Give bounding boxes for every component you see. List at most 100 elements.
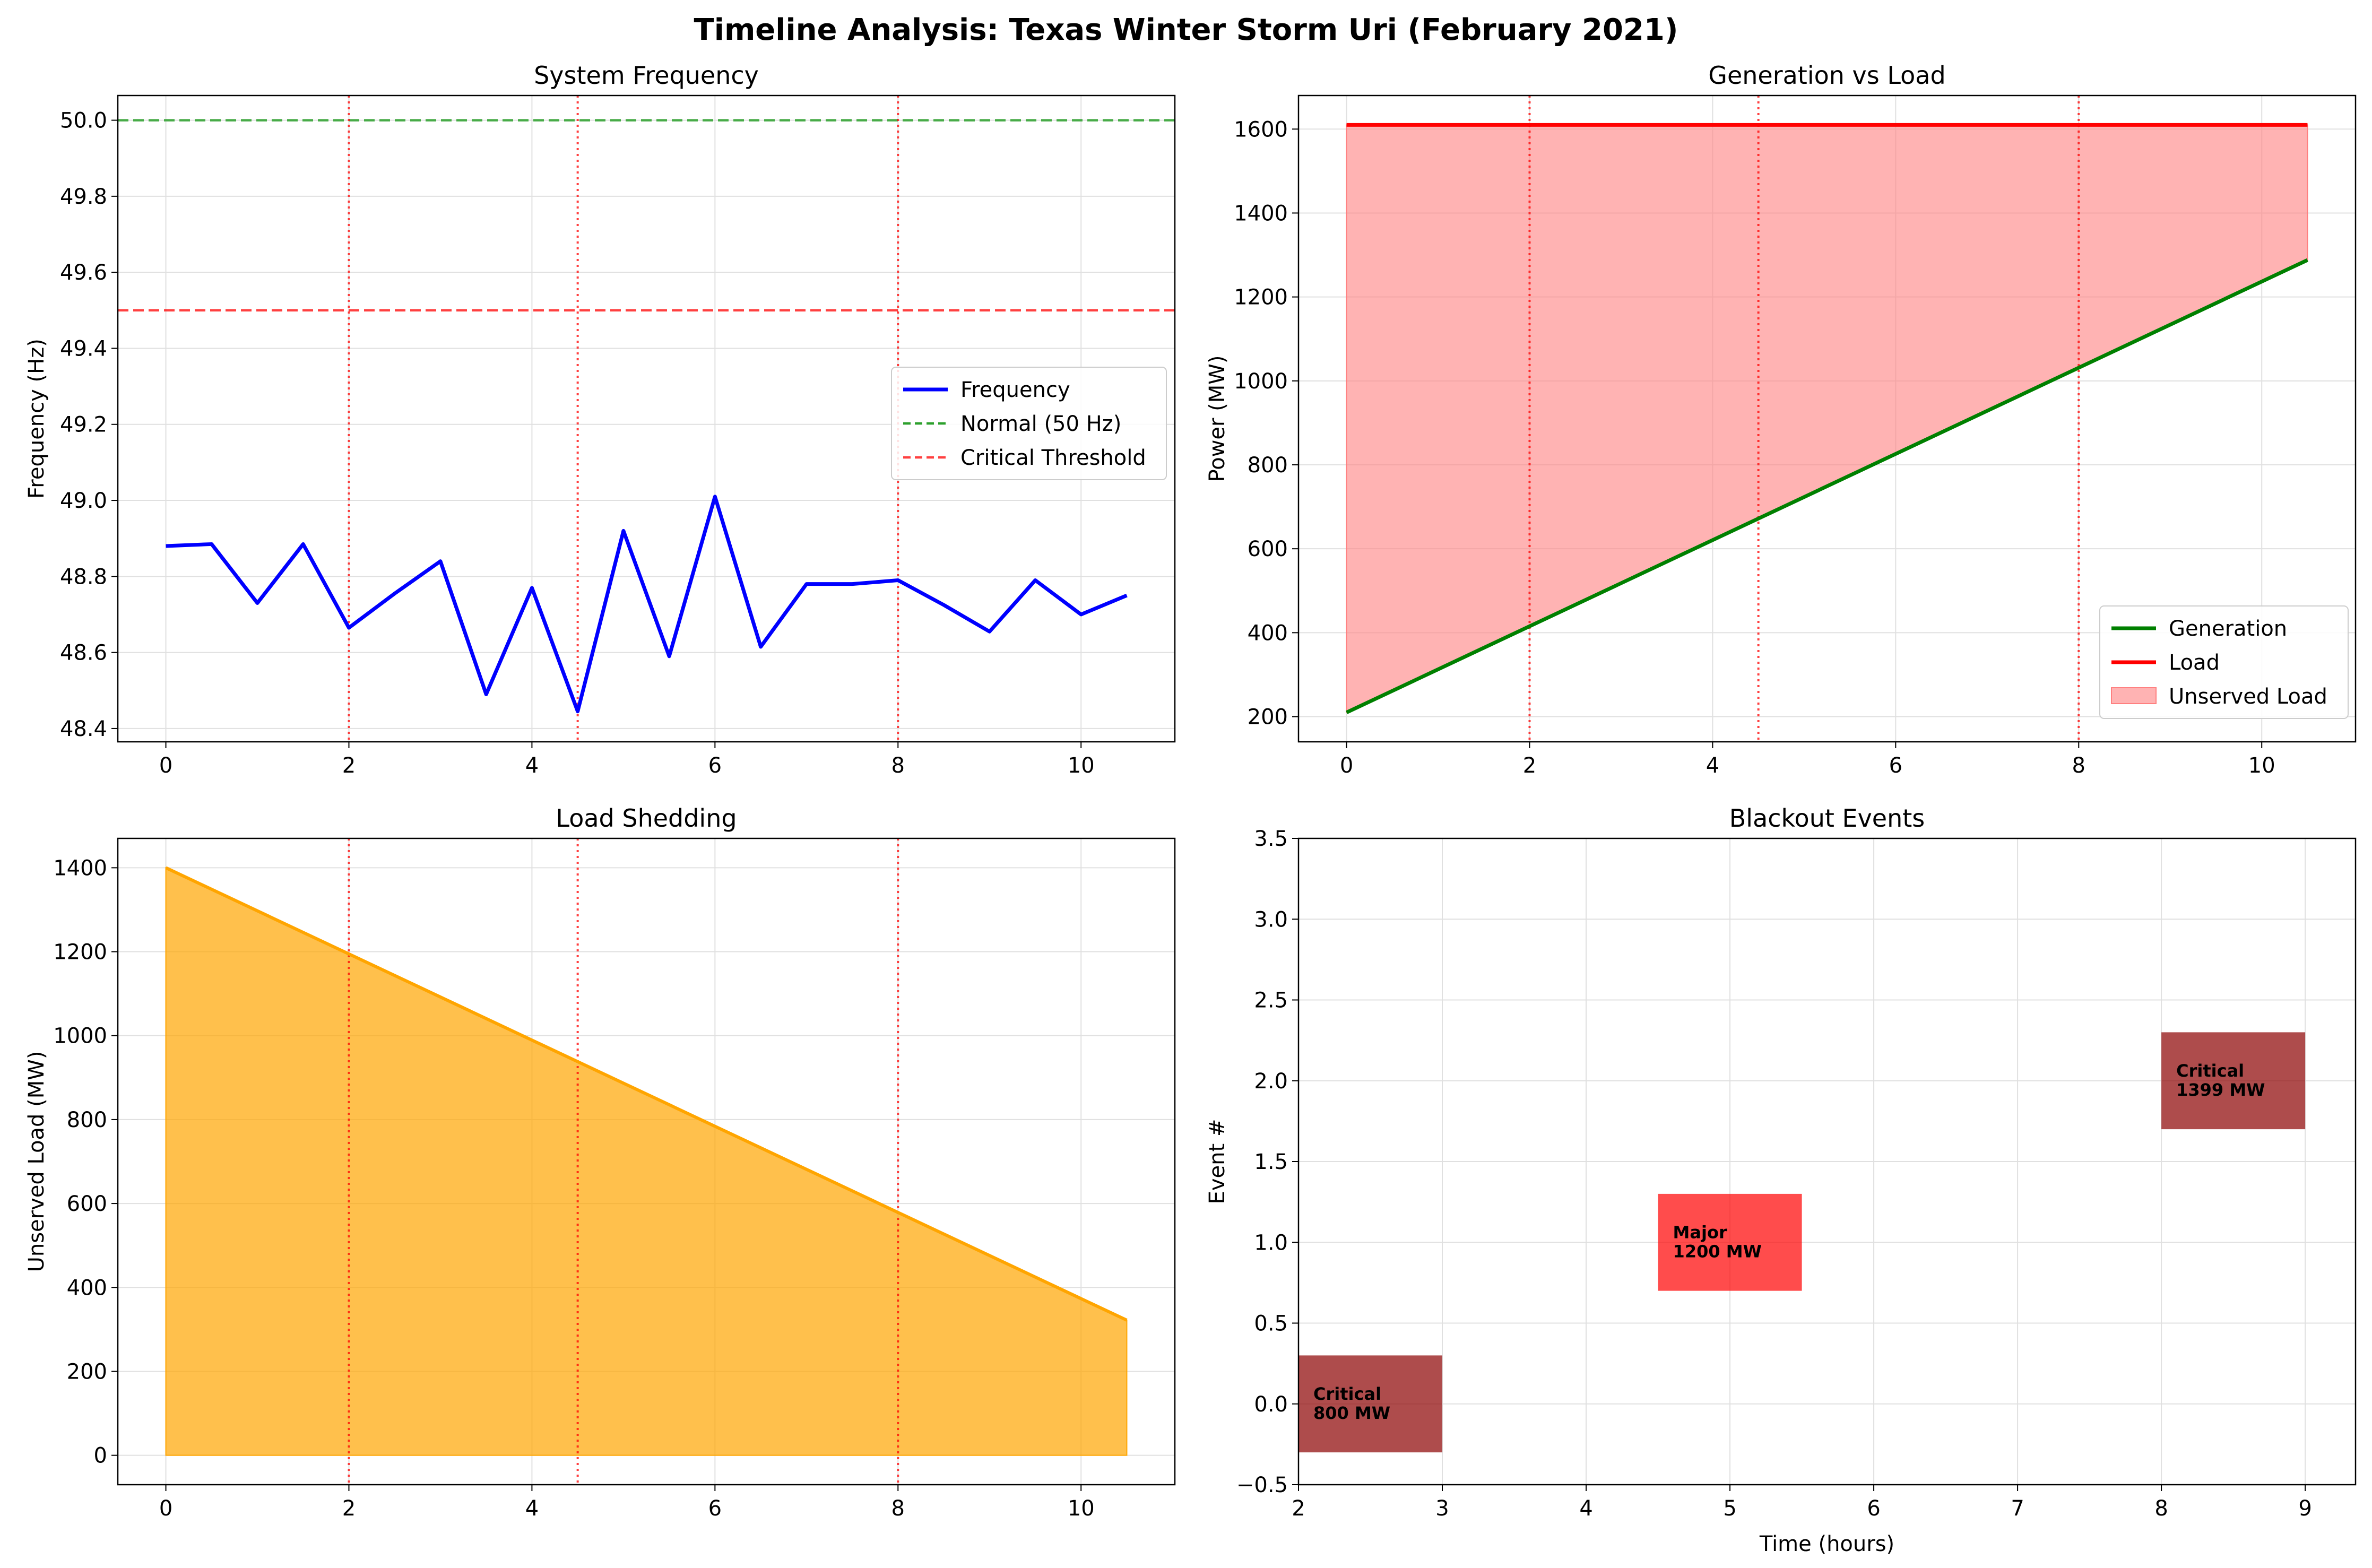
x-tick-label: 0 <box>159 753 172 778</box>
y-tick-label: 200 <box>1248 705 1288 730</box>
x-tick-label: 3 <box>1435 1496 1449 1521</box>
x-axis-label: Time (hours) <box>1759 1532 1894 1556</box>
x-tick-label: 4 <box>1579 1496 1592 1521</box>
y-tick-label: 1000 <box>53 1024 107 1049</box>
y-tick-label: 49.2 <box>60 413 107 437</box>
panel-title: Load Shedding <box>556 804 737 833</box>
legend-label: Load <box>2169 651 2220 675</box>
generation-series-line <box>1346 258 2308 714</box>
y-tick-label: 48.6 <box>60 641 107 665</box>
x-tick-label: 7 <box>2011 1496 2024 1521</box>
y-tick-label: 800 <box>1248 453 1288 478</box>
y-tick-label: 48.8 <box>60 565 107 589</box>
event-load-label: 800 MW <box>1313 1403 1390 1423</box>
x-tick-label: 2 <box>342 753 356 778</box>
y-axis-label: Unserved Load (MW) <box>24 1051 49 1272</box>
unserved-load-line <box>165 866 1128 1322</box>
y-tick-label: 400 <box>1248 621 1288 645</box>
y-tick-label: 0 <box>94 1444 107 1468</box>
x-tick-label: 2 <box>1523 753 1536 778</box>
x-tick-label: 6 <box>708 1496 722 1521</box>
panel-blackout-events: Blackout Events Time (hours) Event # 2 3 4 5 6 7… <box>1205 804 2357 1556</box>
panel-load-shedding: Load Shedding Unserved Load (MW) 0 2 4 6 8 10 0 2… <box>24 804 1176 1521</box>
x-tick-label: 0 <box>159 1496 172 1521</box>
x-tick-label: 9 <box>2298 1496 2312 1521</box>
y-tick-label: 0.5 <box>1254 1312 1288 1336</box>
y-tick-label: 48.4 <box>60 717 107 741</box>
legend-swatch <box>2111 687 2157 704</box>
y-tick-label: 400 <box>67 1276 107 1300</box>
legend-label: Unserved Load <box>2169 685 2327 709</box>
event-bar <box>1298 1355 1443 1453</box>
y-tick-label: 49.4 <box>60 336 107 361</box>
y-tick-label: 600 <box>1248 537 1288 561</box>
event-severity-label: Critical <box>2176 1061 2244 1081</box>
x-tick-label: 0 <box>1340 753 1353 778</box>
figure-title: Timeline Analysis: Texas Winter Storm Ur… <box>694 13 1678 47</box>
y-tick-label: 50.0 <box>60 109 107 133</box>
y-tick-label: 3.5 <box>1254 827 1288 851</box>
y-tick-label: 49.8 <box>60 185 107 209</box>
event-bar <box>1658 1193 1802 1291</box>
y-tick-label: 1400 <box>1234 201 1288 226</box>
y-tick-label: −0.5 <box>1236 1473 1288 1497</box>
y-tick-label: 2.5 <box>1254 989 1288 1013</box>
legend-box <box>2099 605 2349 719</box>
panel-title: Generation vs Load <box>1708 61 1945 90</box>
x-tick-label: 4 <box>525 753 539 778</box>
panel-title: Blackout Events <box>1729 804 1925 833</box>
y-axis-label: Power (MW) <box>1205 356 1230 482</box>
legend-label: Critical Threshold <box>960 446 1146 470</box>
x-tick-label: 10 <box>1068 1496 1095 1521</box>
x-tick-label: 4 <box>525 1496 539 1521</box>
y-tick-label: 600 <box>67 1192 107 1216</box>
x-tick-label: 8 <box>2072 753 2085 778</box>
y-tick-label: 200 <box>67 1359 107 1384</box>
y-tick-label: 1200 <box>53 940 107 965</box>
axes-frame <box>1297 837 2357 1486</box>
event-severity-label: Critical <box>1313 1384 1381 1404</box>
panel-title: System Frequency <box>534 61 759 90</box>
y-tick-label: 2.0 <box>1254 1069 1288 1094</box>
x-tick-label: 6 <box>1889 753 1902 778</box>
event-load-label: 1399 MW <box>2176 1080 2265 1100</box>
legend-label: Normal (50 Hz) <box>960 412 1121 436</box>
y-tick-label: 0.0 <box>1254 1392 1288 1417</box>
y-tick-label: 1600 <box>1234 117 1288 142</box>
axes-frame <box>117 837 1176 1486</box>
panel-system-frequency: System Frequency Frequency (Hz) 0 2 4 6 8 10 48.… <box>24 61 1176 778</box>
y-tick-label: 49.0 <box>60 489 107 513</box>
x-tick-label: 8 <box>891 1496 905 1521</box>
x-tick-label: 10 <box>2248 753 2275 778</box>
axes-frame <box>1297 94 2357 743</box>
x-tick-label: 6 <box>708 753 722 778</box>
y-tick-label: 1.0 <box>1254 1231 1288 1255</box>
x-tick-label: 4 <box>1706 753 1719 778</box>
y-tick-label: 800 <box>67 1108 107 1132</box>
y-tick-label: 3.0 <box>1254 907 1288 932</box>
frequency-series-line <box>166 495 1128 714</box>
x-tick-label: 6 <box>1867 1496 1880 1521</box>
event-bar <box>2161 1032 2306 1130</box>
y-axis-label: Frequency (Hz) <box>24 339 49 499</box>
event-severity-label: Major <box>1673 1222 1727 1242</box>
x-tick-label: 5 <box>1723 1496 1736 1521</box>
y-tick-label: 1000 <box>1234 369 1288 394</box>
y-tick-label: 1200 <box>1234 285 1288 310</box>
y-axis-label: Event # <box>1205 1119 1230 1205</box>
legend-label: Generation <box>2169 617 2287 641</box>
x-tick-label: 8 <box>891 753 905 778</box>
legend-box <box>891 367 1167 480</box>
y-tick-label: 1.5 <box>1254 1150 1288 1174</box>
y-tick-label: 49.6 <box>60 261 107 285</box>
y-tick-label: 1400 <box>53 856 107 880</box>
event-load-label: 1200 MW <box>1673 1241 1762 1261</box>
x-tick-label: 10 <box>1068 753 1095 778</box>
panel-generation-vs-load: Generation vs Load Power (MW) 0 2 4 6 8 10 200 40… <box>1205 61 2357 778</box>
legend-label: Frequency <box>960 378 1070 402</box>
x-tick-label: 2 <box>342 1496 356 1521</box>
x-tick-label: 2 <box>1292 1496 1305 1521</box>
x-tick-label: 8 <box>2154 1496 2168 1521</box>
axes-frame <box>117 94 1176 743</box>
